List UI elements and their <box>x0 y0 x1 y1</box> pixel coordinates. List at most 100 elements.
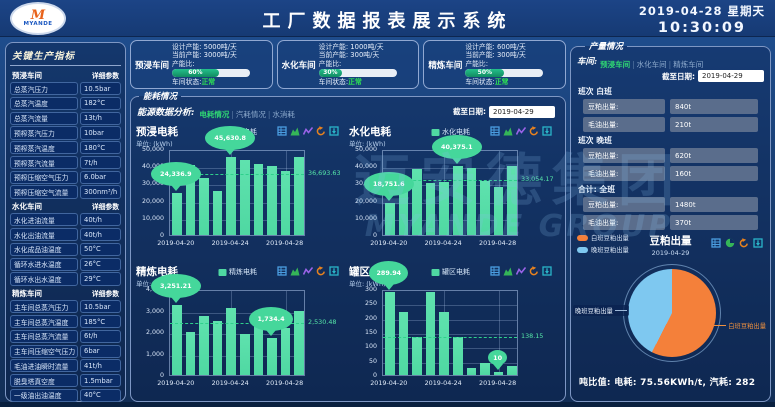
kpi-label: 主车间总蒸汽流量 <box>10 329 78 343</box>
kpi-row: 主车间总蒸汽流量 6t/h <box>10 329 121 343</box>
x-axis-tick: 2019-04-24 <box>424 379 462 387</box>
capacity-progress-bar: 60% <box>172 68 250 77</box>
detail-params-link[interactable]: 详细参数 <box>91 72 119 80</box>
workshop-tab-1[interactable]: 预浸车间 <box>600 59 631 69</box>
table-icon[interactable] <box>711 233 722 248</box>
energy-date-input[interactable] <box>489 105 555 118</box>
bar-2019-04-23 <box>425 291 436 375</box>
detail-params-link[interactable]: 详细参数 <box>91 290 119 299</box>
output-value: 620t <box>670 148 758 163</box>
energy-tab-1[interactable]: 电耗情况 <box>199 110 230 119</box>
energy-tab-2[interactable]: 汽耗情况 <box>235 110 266 119</box>
y-axis-tick: 3,000 <box>145 307 164 315</box>
capacity-body: 设计产能: 1000吨/天 当前产能: 300吨/天 产能比: 30% 车间状态:正常 <box>318 43 415 87</box>
chart-unit: 单位: (kWh) <box>349 280 386 288</box>
tab-separator: | <box>668 59 672 69</box>
capacity-panel-水化车间: 水化车间 设计产能: 1000吨/天 当前产能: 300吨/天 产能比: 30% 车间状态… <box>276 40 420 89</box>
workshop-tab-3[interactable]: 精炼车间 <box>673 59 704 69</box>
gridline <box>170 334 304 335</box>
output-value: 1480t <box>670 197 758 212</box>
capacity-progress-fill: 30% <box>318 68 343 77</box>
refresh-icon[interactable] <box>315 265 326 276</box>
bar-2019-04-23 <box>425 182 436 235</box>
data-point-label: 1,734.4 <box>248 306 294 336</box>
sidebar-title: 关键生产指标 <box>10 46 121 66</box>
area-chart-icon[interactable] <box>289 125 300 136</box>
section-name: 水化车间 <box>12 201 42 211</box>
save-icon[interactable] <box>541 125 552 136</box>
bar-2019-04-27 <box>480 180 490 235</box>
deadline-label: 截至日期: <box>662 71 695 81</box>
bar-2019-04-29 <box>294 156 304 235</box>
bar-2019-04-21 <box>398 312 409 375</box>
chart-plot-area <box>169 290 305 376</box>
workshop-name: 精炼车间 <box>428 60 463 71</box>
workshop-tabs-row: 车间: 预浸车间 | 水化车间 | 精炼车间 <box>577 52 764 71</box>
workshop-status: 车间状态:正常 <box>465 78 561 86</box>
table-icon[interactable] <box>489 265 500 276</box>
kpi-value: 10.5bar <box>80 82 121 96</box>
table-icon[interactable] <box>276 265 287 276</box>
kpi-label: 水化出油流量 <box>10 228 78 242</box>
kpi-row: 主车间总蒸汽压力 10.5bar <box>10 300 121 314</box>
status-value: 正常 <box>348 77 362 86</box>
line-chart-icon[interactable] <box>515 125 526 136</box>
bar-2019-04-20 <box>172 193 182 235</box>
kpi-row: 水化出油流量 40t/h <box>10 228 121 242</box>
refresh-icon[interactable] <box>739 233 750 248</box>
y-axis-tick: 20,000 <box>141 197 164 205</box>
production-date-input[interactable] <box>698 70 764 82</box>
workshop-tabs: 预浸车间 | 水化车间 | 精炼车间 <box>600 52 703 71</box>
y-axis-tick: 40,000 <box>141 163 164 171</box>
kpi-label: 预榨压缩空气流量 <box>10 185 78 199</box>
save-icon[interactable] <box>753 233 764 248</box>
area-chart-icon[interactable] <box>502 265 513 276</box>
gridline <box>383 362 517 364</box>
y-axis-tick: 0 <box>372 232 377 239</box>
refresh-icon[interactable] <box>528 265 539 276</box>
balloon-tail <box>383 283 394 290</box>
table-icon[interactable] <box>276 125 287 136</box>
bar-2019-04-28 <box>493 186 504 235</box>
x-axis-tick: 2019-04-24 <box>211 239 249 247</box>
chart-toolbar <box>276 125 339 136</box>
refresh-icon[interactable] <box>528 125 539 136</box>
output-row: 豆粕出量: 620t <box>583 148 764 163</box>
x-axis-tick: 2019-04-20 <box>370 379 408 387</box>
x-axis-tick: 2019-04-24 <box>211 379 249 387</box>
legend-label: 精炼电耗 <box>229 268 257 276</box>
line-chart-icon[interactable] <box>302 125 313 136</box>
table-icon[interactable] <box>489 125 500 136</box>
workshop-tab-2[interactable]: 水化车间 <box>636 59 667 69</box>
area-chart-icon[interactable] <box>502 125 513 136</box>
output-value: 370t <box>670 215 758 230</box>
kpi-label: 主车间总蒸汽压力 <box>10 300 78 314</box>
capacity-body: 设计产能: 600吨/天 当前产能: 300吨/天 产能比: 50% 车间状态:正常 <box>465 43 561 87</box>
bar-2019-04-26 <box>466 168 477 235</box>
bar-2019-04-23 <box>212 321 223 375</box>
refresh-icon[interactable] <box>315 125 326 136</box>
kpi-value: 40t/h <box>80 228 121 242</box>
balloon-tail <box>492 364 503 371</box>
workshop-status: 车间状态:正常 <box>319 78 415 86</box>
detail-params-link[interactable]: 详细参数 <box>91 203 119 212</box>
bar-2019-04-27 <box>267 165 277 235</box>
y-axis-tick: 0 <box>372 372 377 379</box>
save-icon[interactable] <box>328 265 339 276</box>
pie-chart-icon[interactable] <box>725 233 736 248</box>
production-date-row: 截至日期: <box>577 68 764 84</box>
line-chart-icon[interactable] <box>515 265 526 276</box>
bar-2019-04-24 <box>226 156 236 235</box>
area-chart-icon[interactable] <box>289 265 300 276</box>
capacity-ratio-label: 产能比: <box>465 59 489 68</box>
save-icon[interactable] <box>328 125 339 136</box>
chart-toolbar <box>489 265 552 276</box>
line-chart-icon[interactable] <box>302 265 313 276</box>
legend-swatch <box>218 268 226 276</box>
gridline <box>170 202 304 204</box>
energy-tab-3[interactable]: 水消耗 <box>272 110 295 119</box>
bar-2019-04-20 <box>385 291 395 375</box>
save-icon[interactable] <box>541 265 552 276</box>
balloon-tail <box>170 185 181 192</box>
